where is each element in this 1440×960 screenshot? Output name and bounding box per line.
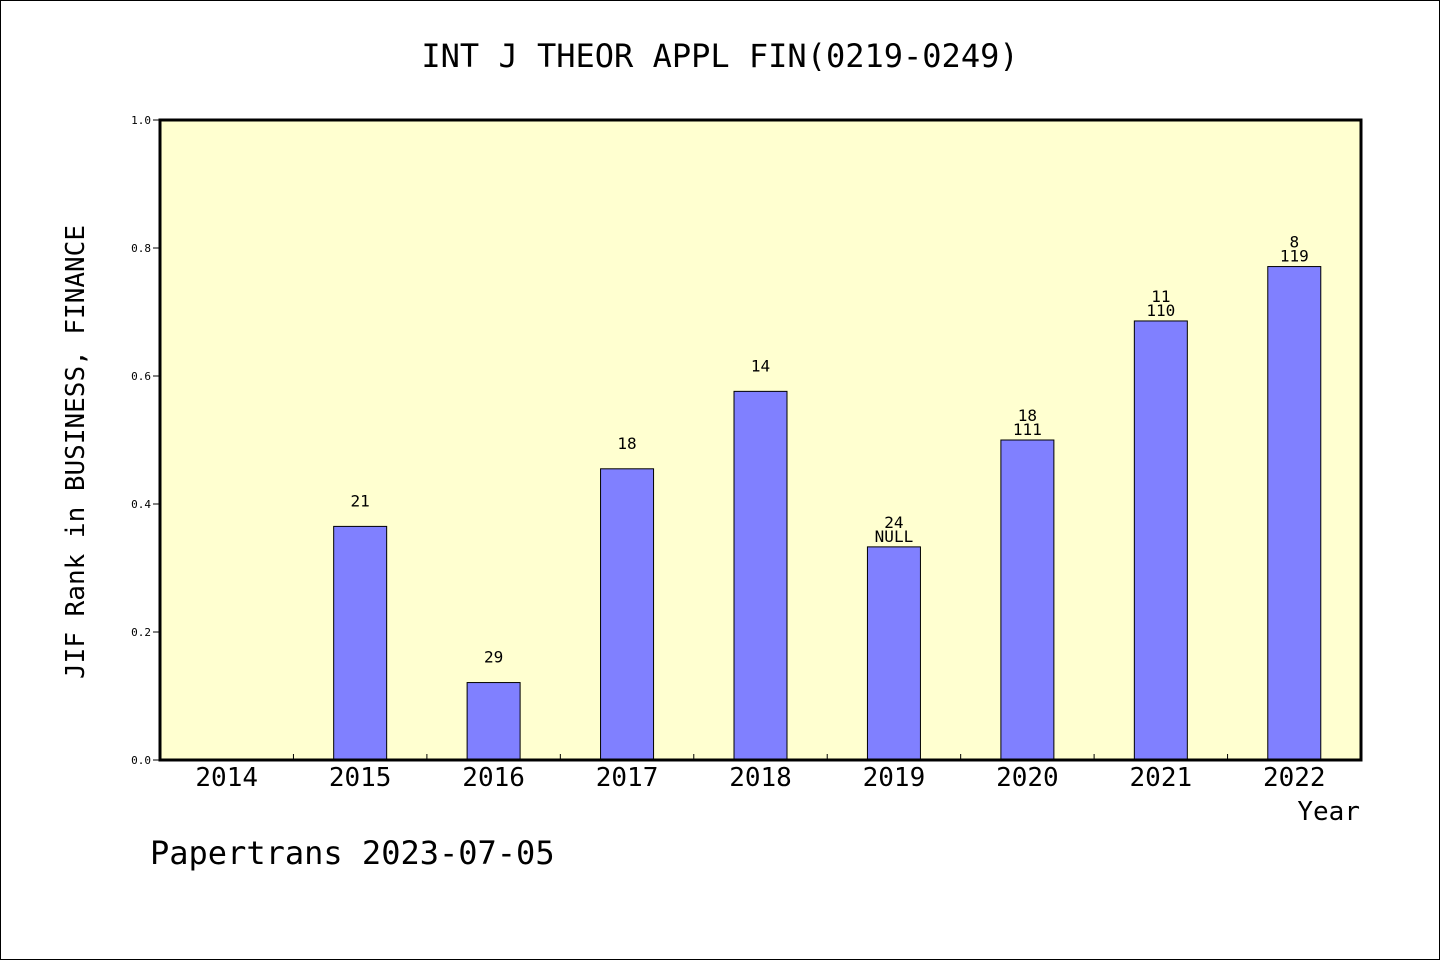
bar-2021 [1133,320,1188,761]
footer-text: Papertrans 2023-07-05 [150,834,555,872]
bar-2016 [466,682,521,761]
y-tick-label: 0.8 [131,242,151,255]
y-tick-label: 0.2 [131,626,151,639]
x-tick-label: 2022 [1263,763,1326,793]
bar-label-bottom: 119 [1280,247,1309,266]
y-tick-label: 0.0 [131,754,151,767]
bar-2020 [1000,439,1055,761]
bar-label-bottom: 111 [1013,420,1042,439]
bar-2015 [333,525,388,761]
y-axis-title: JIF Rank in BUSINESS, FINANCE [61,225,91,679]
x-tick-label: 2016 [462,763,525,793]
bar-label-top: 18 [1018,406,1037,425]
x-tick-label: 2014 [195,763,258,793]
x-tick-label: 2017 [596,763,659,793]
bar-2019 [866,546,921,761]
y-axis: 0.0 0.2 0.4 0.6 0.8 1.0 [131,114,160,767]
bar-2022 [1267,266,1322,761]
bar-label-top: 11 [1151,287,1170,306]
bar-2018 [733,390,788,761]
bar-label-top: 8 [1289,233,1299,252]
bar-label-top: 24 [884,513,903,532]
bar-label-top: 18 [617,434,636,453]
bars [333,266,1322,761]
y-tick-label: 0.4 [131,498,151,511]
x-tick-label: 2018 [729,763,792,793]
bar-label-top: 14 [751,356,770,375]
x-tick-label: 2015 [329,763,392,793]
y-tick-label: 1.0 [131,114,151,127]
y-tick-label: 0.6 [131,370,151,383]
x-axis-title: Year [1297,797,1360,827]
chart-title: INT J THEOR APPL FIN(0219-0249) [421,37,1018,75]
bar-label-top: 21 [351,491,370,510]
x-tick-label: 2020 [996,763,1059,793]
bar-label-top: 29 [484,648,503,667]
bar-label-bottom: NULL [875,527,914,546]
plot-border [158,118,1363,762]
bar-2017 [600,468,655,761]
x-tick-label: 2019 [863,763,926,793]
x-axis: 2014 2015 2016 2017 2018 2019 2020 2021 2022 [195,754,1326,793]
x-tick-label: 2021 [1130,763,1193,793]
bar-label-bottom: 110 [1146,301,1175,320]
